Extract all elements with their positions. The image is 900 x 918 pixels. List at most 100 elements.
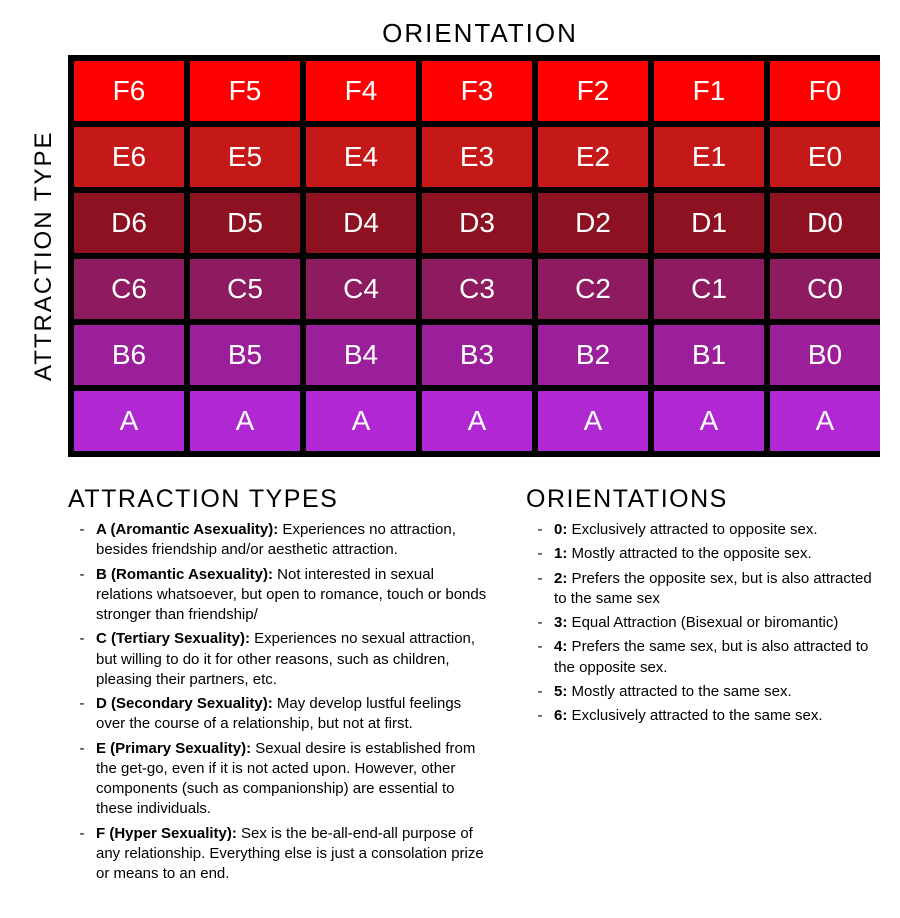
bullet-dash: -: [68, 739, 96, 820]
grid-cell: C3: [422, 259, 532, 319]
grid-cell: D1: [654, 193, 764, 253]
grid-cell: E5: [190, 127, 300, 187]
grid-cell: D3: [422, 193, 532, 253]
legend-item-desc: Exclusively attracted to the same sex.: [567, 707, 822, 724]
attraction-types-column: ATTRACTION TYPES -A (Aromantic Asexualit…: [68, 485, 490, 888]
grid-cell: A: [538, 391, 648, 451]
grid-cell: D5: [190, 193, 300, 253]
bullet-dash: -: [68, 824, 96, 885]
grid-row: B6B5B4B3B2B1B0: [74, 325, 880, 385]
legend-item-key: 6:: [554, 707, 567, 724]
legend-item: -E (Primary Sexuality): Sexual desire is…: [68, 739, 490, 820]
legend-item: -1: Mostly attracted to the opposite sex…: [526, 544, 872, 564]
grid-cell: F6: [74, 61, 184, 121]
grid-cell: E4: [306, 127, 416, 187]
grid-cell: B2: [538, 325, 648, 385]
grid-cell: B6: [74, 325, 184, 385]
left-axis-label: ATTRACTION TYPE: [20, 55, 68, 457]
chart-area: ORIENTATION ATTRACTION TYPE F6F5F4F3F2F1…: [20, 18, 880, 457]
legend-item-key: F (Hyper Sexuality):: [96, 825, 237, 842]
grid-cell: F3: [422, 61, 532, 121]
legend-item-body: 2: Prefers the opposite sex, but is also…: [554, 569, 872, 610]
grid-cell: E2: [538, 127, 648, 187]
legend-item-key: C (Tertiary Sexuality):: [96, 630, 250, 647]
bullet-dash: -: [68, 629, 96, 690]
grid-cell: E1: [654, 127, 764, 187]
grid-cell: C1: [654, 259, 764, 319]
grid-cell: C0: [770, 259, 880, 319]
bullet-dash: -: [68, 520, 96, 561]
attraction-list: -A (Aromantic Asexuality): Experiences n…: [68, 520, 490, 884]
legend-item: -C (Tertiary Sexuality): Experiences no …: [68, 629, 490, 690]
grid-cell: A: [654, 391, 764, 451]
legend-item-body: 5: Mostly attracted to the same sex.: [554, 682, 872, 702]
grid-cell: D0: [770, 193, 880, 253]
orientations-list: -0: Exclusively attracted to opposite se…: [526, 520, 872, 726]
legend-item-desc: Prefers the opposite sex, but is also at…: [554, 570, 872, 607]
grid-cell: A: [422, 391, 532, 451]
legend-item-body: 1: Mostly attracted to the opposite sex.: [554, 544, 872, 564]
grid-cell: A: [190, 391, 300, 451]
heatmap-grid: F6F5F4F3F2F1F0E6E5E4E3E2E1E0D6D5D4D3D2D1…: [68, 55, 880, 457]
top-axis-label: ORIENTATION: [20, 18, 880, 49]
grid-cell: C2: [538, 259, 648, 319]
grid-cell: A: [74, 391, 184, 451]
grid-row: D6D5D4D3D2D1D0: [74, 193, 880, 253]
legend-item-body: 0: Exclusively attracted to opposite sex…: [554, 520, 872, 540]
grid-row: F6F5F4F3F2F1F0: [74, 61, 880, 121]
legend-item-key: A (Aromantic Asexuality):: [96, 521, 278, 538]
legend-item-body: D (Secondary Sexuality): May develop lus…: [96, 694, 490, 735]
legend-item: -F (Hyper Sexuality): Sex is the be-all-…: [68, 824, 490, 885]
bullet-dash: -: [68, 565, 96, 626]
grid-cell: E6: [74, 127, 184, 187]
grid-cell: D4: [306, 193, 416, 253]
legend-item-desc: Equal Attraction (Bisexual or biromantic…: [567, 614, 838, 631]
orientations-column: ORIENTATIONS -0: Exclusively attracted t…: [526, 485, 872, 888]
legend-item: -B (Romantic Asexuality): Not interested…: [68, 565, 490, 626]
attraction-heading: ATTRACTION TYPES: [68, 485, 490, 514]
bullet-dash: -: [526, 520, 554, 540]
grid-cell: F5: [190, 61, 300, 121]
legend-item-key: 4:: [554, 638, 567, 655]
bullet-dash: -: [526, 544, 554, 564]
legend-item-desc: Prefers the same sex, but is also attrac…: [554, 638, 868, 675]
bullet-dash: -: [526, 637, 554, 678]
orientations-heading: ORIENTATIONS: [526, 485, 872, 514]
grid-cell: F0: [770, 61, 880, 121]
legend-item-body: 4: Prefers the same sex, but is also att…: [554, 637, 872, 678]
bullet-dash: -: [526, 706, 554, 726]
legend-item-body: F (Hyper Sexuality): Sex is the be-all-e…: [96, 824, 490, 885]
grid-row: E6E5E4E3E2E1E0: [74, 127, 880, 187]
grid-row: C6C5C4C3C2C1C0: [74, 259, 880, 319]
legend-item-key: 5:: [554, 683, 567, 700]
legend-item: -A (Aromantic Asexuality): Experiences n…: [68, 520, 490, 561]
legend-item-key: B (Romantic Asexuality):: [96, 566, 273, 583]
legend-item-key: 2:: [554, 570, 567, 587]
legend-item-key: 1:: [554, 545, 567, 562]
legend-item: -6: Exclusively attracted to the same se…: [526, 706, 872, 726]
grid-cell: B0: [770, 325, 880, 385]
bullet-dash: -: [526, 682, 554, 702]
grid-cell: B5: [190, 325, 300, 385]
legend-item-body: 6: Exclusively attracted to the same sex…: [554, 706, 872, 726]
legend-item-key: 3:: [554, 614, 567, 631]
legend-item: -2: Prefers the opposite sex, but is als…: [526, 569, 872, 610]
grid-cell: B4: [306, 325, 416, 385]
legend-item: -5: Mostly attracted to the same sex.: [526, 682, 872, 702]
legend-item-key: 0:: [554, 521, 567, 538]
legend-item-body: E (Primary Sexuality): Sexual desire is …: [96, 739, 490, 820]
grid-cell: F1: [654, 61, 764, 121]
grid-cell: C5: [190, 259, 300, 319]
legend-item-body: C (Tertiary Sexuality): Experiences no s…: [96, 629, 490, 690]
bullet-dash: -: [68, 694, 96, 735]
legend-item-body: B (Romantic Asexuality): Not interested …: [96, 565, 490, 626]
bullet-dash: -: [526, 569, 554, 610]
legend-item-desc: Exclusively attracted to opposite sex.: [567, 521, 817, 538]
legend-item-key: E (Primary Sexuality):: [96, 740, 251, 757]
grid-cell: F2: [538, 61, 648, 121]
grid-cell: B3: [422, 325, 532, 385]
grid-cell: C4: [306, 259, 416, 319]
legend-item-body: A (Aromantic Asexuality): Experiences no…: [96, 520, 490, 561]
legend-item-desc: Mostly attracted to the same sex.: [567, 683, 791, 700]
legend-item-body: 3: Equal Attraction (Bisexual or biroman…: [554, 613, 872, 633]
